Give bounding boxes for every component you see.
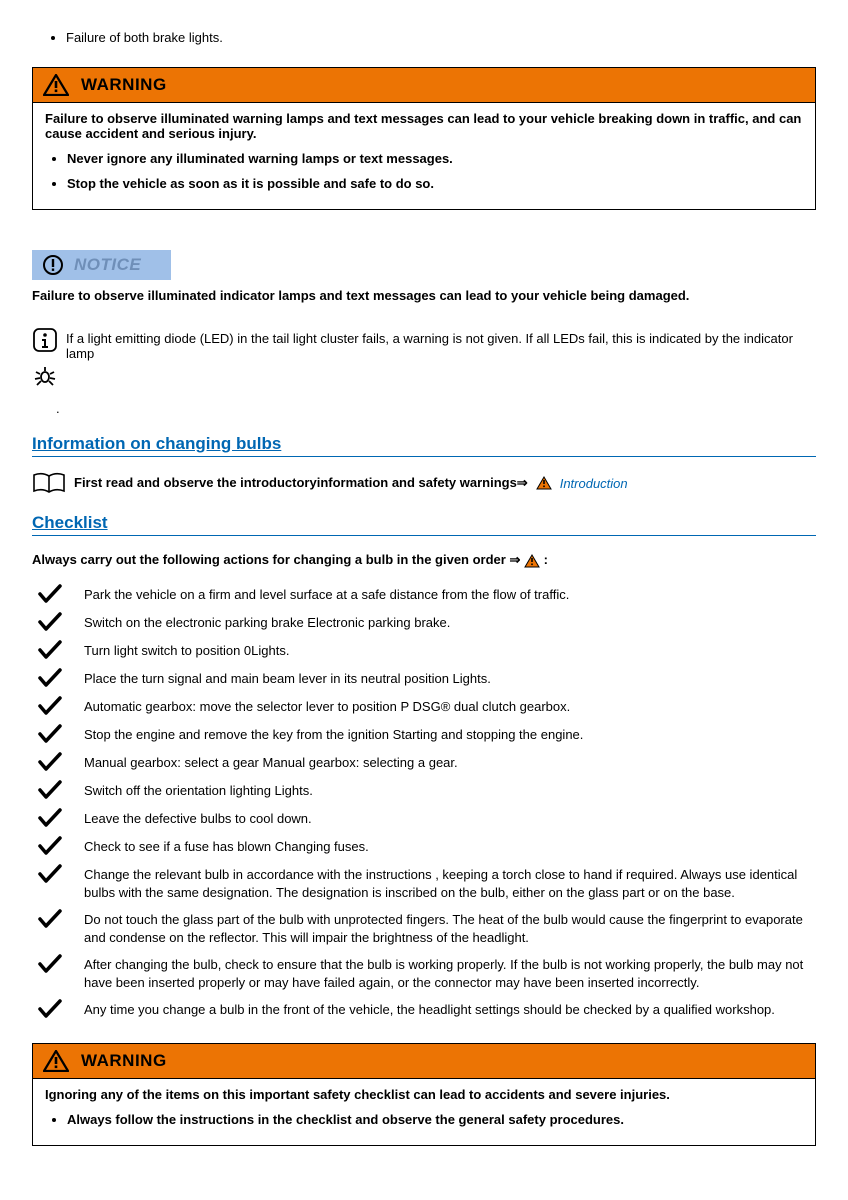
checklist-text: Manual gearbox: select a gear Manual gea… [84, 754, 816, 772]
checklist-item: After changing the bulb, check to ensure… [32, 956, 816, 991]
check-icon [38, 752, 62, 772]
warning-body: Failure to observe illuminated warning l… [33, 103, 815, 209]
checklist-item: Do not touch the glass part of the bulb … [32, 911, 816, 946]
info-icon [32, 327, 58, 353]
checklist-item: Turn light switch to position 0Lights. [32, 642, 816, 660]
checklist-item: Place the turn signal and main beam leve… [32, 670, 816, 688]
check-icon [38, 864, 62, 884]
notice-title: NOTICE [74, 255, 141, 275]
check-icon [38, 584, 62, 604]
led-info-text: If a light emitting diode (LED) in the t… [66, 327, 816, 361]
section-info-bulbs: Information on changing bulbs [32, 434, 816, 457]
warning-header: WARNING [33, 68, 815, 103]
checklist-text: Do not touch the glass part of the bulb … [84, 911, 816, 946]
warning-title: WARNING [81, 75, 167, 95]
warning-triangle-icon [43, 1050, 69, 1072]
warning-lead: Failure to observe illuminated warning l… [45, 111, 803, 141]
notice-text: Failure to observe illuminated indicator… [32, 288, 816, 303]
led-info-row: If a light emitting diode (LED) in the t… [32, 327, 816, 361]
check-icon [38, 954, 62, 974]
checklist-text: Check to see if a fuse has blown Changin… [84, 838, 816, 856]
checklist-item: Park the vehicle on a firm and level sur… [32, 586, 816, 604]
warning-header: WARNING [33, 1044, 815, 1079]
checklist-text: After changing the bulb, check to ensure… [84, 956, 816, 991]
check-icon [38, 780, 62, 800]
check-icon [38, 999, 62, 1019]
book-icon [32, 471, 66, 495]
checklist-item: Change the relevant bulb in accordance w… [32, 866, 816, 901]
period: . [56, 401, 60, 416]
check-icon [38, 836, 62, 856]
checklist-text: Stop the engine and remove the key from … [84, 726, 816, 744]
warning-box-2: WARNING Ignoring any of the items on thi… [32, 1043, 816, 1146]
check-icon [38, 640, 62, 660]
checklist-text: Switch off the orientation lighting Ligh… [84, 782, 816, 800]
checklist-item: Automatic gearbox: move the selector lev… [32, 698, 816, 716]
warning-box-1: WARNING Failure to observe illuminated w… [32, 67, 816, 210]
warning-bullets: Always follow the instructions in the ch… [45, 1112, 803, 1127]
checklist-item: Manual gearbox: select a gear Manual gea… [32, 754, 816, 772]
checklist-item: Stop the engine and remove the key from … [32, 726, 816, 744]
warning-bullets: Never ignore any illuminated warning lam… [45, 151, 803, 191]
warning-title: WARNING [81, 1051, 167, 1071]
read-first-row: First read and observe the introductoryi… [32, 471, 816, 495]
small-warning-triangle-icon [536, 476, 552, 490]
checklist-text: Turn light switch to position 0Lights. [84, 642, 816, 660]
warning-bullet: Never ignore any illuminated warning lam… [67, 151, 803, 166]
bulb-indicator-icon [34, 367, 56, 387]
checklist-text: Leave the defective bulbs to cool down. [84, 810, 816, 828]
top-bullet-list: Failure of both brake lights. [32, 30, 816, 45]
notice-header: NOTICE [32, 250, 171, 280]
checklist-item: Switch off the orientation lighting Ligh… [32, 782, 816, 800]
checklist-item: Check to see if a fuse has blown Changin… [32, 838, 816, 856]
checklist-item: Leave the defective bulbs to cool down. [32, 810, 816, 828]
checklist-text: Change the relevant bulb in accordance w… [84, 866, 816, 901]
checklist-text: Place the turn signal and main beam leve… [84, 670, 816, 688]
check-icon [38, 724, 62, 744]
checklist: Park the vehicle on a firm and level sur… [32, 586, 816, 1019]
checklist-text: Park the vehicle on a firm and level sur… [84, 586, 816, 604]
introduction-link[interactable]: Introduction [560, 476, 628, 491]
checklist-text: Switch on the electronic parking brake E… [84, 614, 816, 632]
bullet-item: Failure of both brake lights. [66, 30, 816, 45]
warning-bullet: Stop the vehicle as soon as it is possib… [67, 176, 803, 191]
checklist-lead-text: Always carry out the following actions f… [32, 552, 520, 567]
notice-circle-icon [42, 254, 64, 276]
check-icon [38, 668, 62, 688]
checklist-lead: Always carry out the following actions f… [32, 552, 816, 568]
check-icon [38, 612, 62, 632]
section-checklist: Checklist [32, 513, 816, 536]
read-first-label: First read and observe the introductoryi… [74, 475, 528, 491]
checklist-item: Any time you change a bulb in the front … [32, 1001, 816, 1019]
warning-triangle-icon [43, 74, 69, 96]
warning-lead: Ignoring any of the items on this import… [45, 1087, 803, 1102]
colon: : [544, 552, 548, 567]
checklist-text: Any time you change a bulb in the front … [84, 1001, 816, 1019]
warning-bullet: Always follow the instructions in the ch… [67, 1112, 803, 1127]
small-warning-triangle-icon [524, 554, 540, 568]
check-icon [38, 808, 62, 828]
check-icon [38, 696, 62, 716]
checklist-item: Switch on the electronic parking brake E… [32, 614, 816, 632]
checklist-text: Automatic gearbox: move the selector lev… [84, 698, 816, 716]
check-icon [38, 909, 62, 929]
warning-body: Ignoring any of the items on this import… [33, 1079, 815, 1145]
